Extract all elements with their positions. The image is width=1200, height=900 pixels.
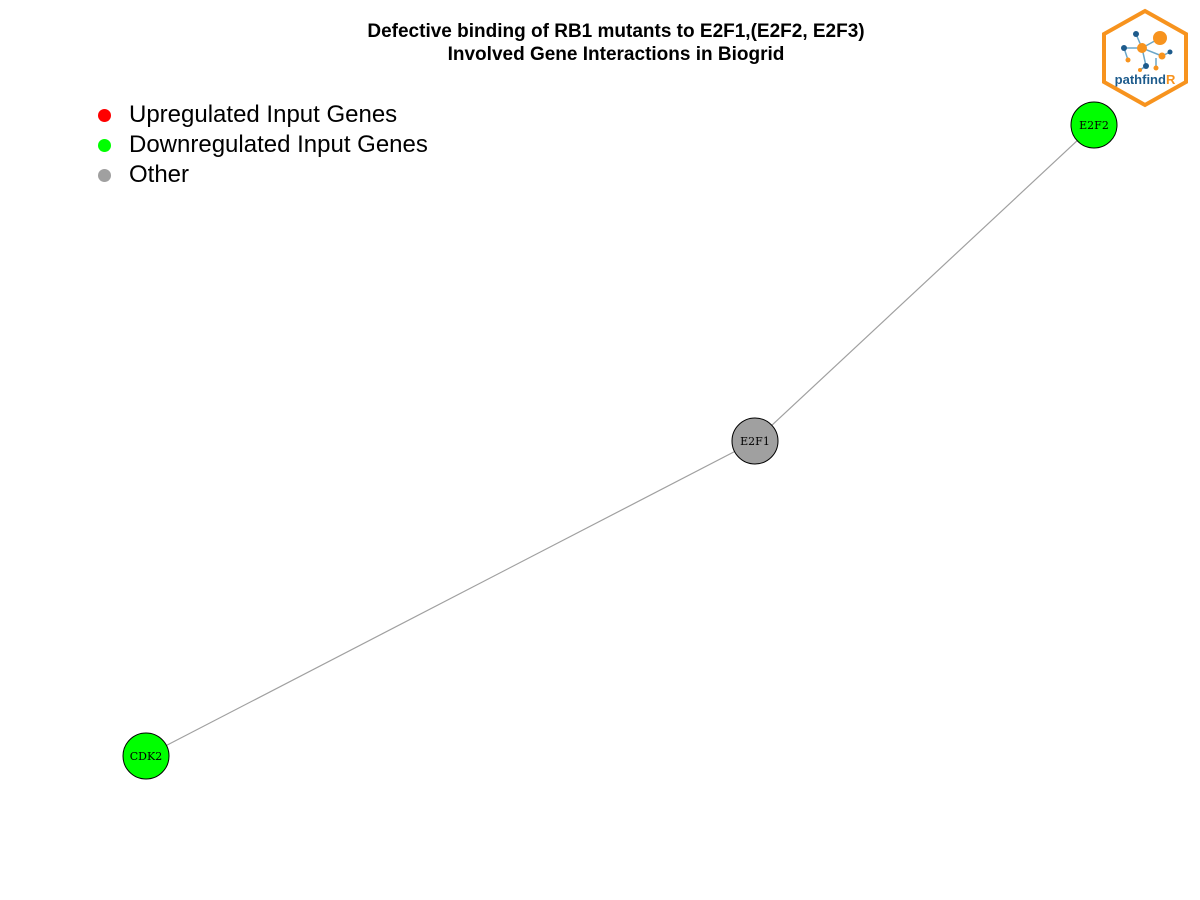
plot-title: Defective binding of RB1 mutants to E2F1… (0, 20, 1200, 66)
legend-dot-icon (98, 168, 111, 182)
logo-hexagon-icon (1102, 8, 1188, 108)
node-label: E2F2 (1079, 119, 1109, 132)
legend-label: Downregulated Input Genes (129, 131, 428, 158)
node-label: CDK2 (130, 750, 162, 763)
legend-item-other: Other (96, 160, 428, 190)
plot-title-line-2: Involved Gene Interactions in Biogrid (447, 44, 785, 65)
logo-nodes-icon (1121, 31, 1173, 72)
nodes-layer: E2F2 E2F1 CDK2 (122, 101, 1118, 780)
node-e2f1[interactable]: E2F1 (731, 417, 779, 465)
legend-item-downregulated: Downregulated Input Genes (96, 130, 428, 160)
legend-label: Other (129, 161, 190, 188)
edges-layer (145, 124, 1095, 757)
edge-e2f1-e2f2 (754, 124, 1095, 442)
node-circle[interactable] (122, 732, 170, 780)
legend-item-upregulated: Upregulated Input Genes (96, 100, 428, 130)
pathfindr-logo: pathfindR (1102, 8, 1188, 108)
node-cdk2[interactable]: CDK2 (122, 732, 170, 780)
node-e2f2[interactable]: E2F2 (1070, 101, 1118, 149)
legend-dot-icon (98, 138, 111, 152)
legend-label: Upregulated Input Genes (129, 101, 398, 128)
edge-e2f1-cdk2 (145, 440, 756, 757)
node-circle[interactable] (1070, 101, 1118, 149)
node-circle[interactable] (731, 417, 779, 465)
legend: Upregulated Input Genes Downregulated In… (96, 100, 428, 190)
legend-dot-icon (98, 108, 111, 122)
plot-title-line-1: Defective binding of RB1 mutants to E2F1… (367, 21, 865, 42)
logo-text: pathfindR (1115, 72, 1176, 87)
node-label: E2F1 (740, 435, 770, 448)
